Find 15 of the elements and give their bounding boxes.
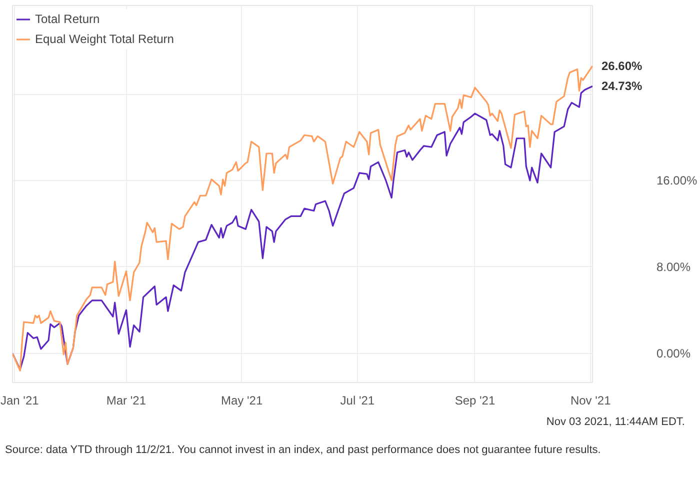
x-tick-label: Sep '21 [454, 394, 496, 408]
y-tick-label: 8.00% [656, 260, 691, 274]
data-label: 24.73% [602, 79, 643, 94]
data-label: 26.60% [602, 58, 643, 73]
x-tick-label: Jan '21 [0, 394, 40, 408]
text: Nov 03 2021, 11:44AM EDT. [546, 415, 685, 430]
y-tick-label: 0.00% [656, 346, 691, 360]
x-tick-label: Jul '21 [340, 394, 375, 408]
source-note: Source: data YTD through 11/2/21. You cannot invest in an index, and past performance does not guarantee future results. [5, 443, 601, 458]
x-tick-label: Nov '21 [570, 394, 612, 408]
x-tick-label: Mar '21 [106, 394, 146, 408]
legend-label: Equal Weight Total Return [35, 32, 174, 46]
y-tick-label: 16.00% [656, 173, 698, 188]
x-tick-label: May '21 [221, 394, 263, 408]
legend-label: Total Return [35, 12, 100, 26]
